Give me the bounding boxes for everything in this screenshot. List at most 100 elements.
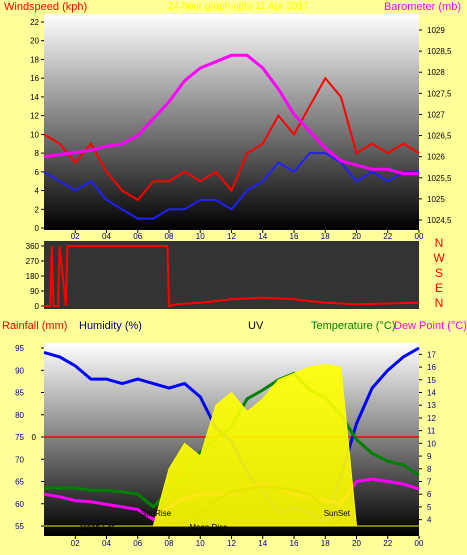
x-tick-label-bottom: 16 bbox=[290, 539, 299, 548]
baro-tick-label: 1024,5 bbox=[427, 216, 452, 225]
x-tick-label-bottom: 22 bbox=[383, 539, 392, 548]
temp-tick-label: 16 bbox=[427, 363, 436, 372]
wind-tick-label: 18 bbox=[30, 55, 39, 64]
wind-panel-bg bbox=[44, 14, 419, 230]
rainfall-axis-title: Rainfall (mm) bbox=[2, 320, 68, 332]
x-tick-label-bottom: 04 bbox=[102, 539, 111, 548]
temp-tick-label: 4 bbox=[427, 516, 432, 525]
x-tick-label-bottom: 06 bbox=[133, 539, 142, 548]
humidity-tick-label: 75 bbox=[15, 433, 24, 442]
temp-tick-label: 12 bbox=[427, 414, 436, 423]
baro-tick-label: 1028,5 bbox=[427, 47, 452, 56]
temp-tick-label: 10 bbox=[427, 439, 436, 448]
x-tick-label-bottom: 02 bbox=[71, 539, 80, 548]
wind-tick-label: 20 bbox=[30, 37, 39, 46]
compass-n-bottom: N bbox=[434, 296, 444, 310]
humidity-tick-label: 90 bbox=[15, 366, 24, 375]
x-tick-label: 16 bbox=[290, 232, 299, 241]
moon-set-label: Moon Set bbox=[80, 523, 115, 532]
compass-labels: N W S E N bbox=[432, 236, 446, 311]
x-tick-label-bottom: 08 bbox=[165, 539, 174, 548]
uv-area bbox=[44, 363, 419, 527]
x-tick-label-bottom: 20 bbox=[352, 539, 361, 548]
baro-tick-label: 1026 bbox=[427, 153, 445, 162]
humidity-tick-label: 85 bbox=[15, 389, 24, 398]
dir-tick-label: 180 bbox=[26, 272, 40, 281]
humidity-tick-label: 65 bbox=[15, 478, 24, 487]
x-tick-label: 20 bbox=[352, 232, 361, 241]
baro-tick-label: 1025 bbox=[427, 195, 445, 204]
baro-tick-label: 1028 bbox=[427, 68, 445, 77]
dewpoint-axis-title: Dew Point (°C) bbox=[394, 320, 467, 332]
chart-title: 24 hour graph upto 11 Apr 2017 bbox=[168, 1, 309, 12]
humidity-tick-label: 70 bbox=[15, 455, 24, 464]
humidity-tick-label: 80 bbox=[15, 411, 24, 420]
x-tick-label: 08 bbox=[165, 232, 174, 241]
wind-series-line-1 bbox=[43, 152, 419, 220]
wind-tick-label: 4 bbox=[35, 187, 40, 196]
dir-tick-label: 360 bbox=[26, 242, 40, 251]
dir-tick-label: 90 bbox=[30, 287, 39, 296]
x-tick-label: 22 bbox=[383, 232, 392, 241]
x-tick-label: 12 bbox=[227, 232, 236, 241]
temp-tick-label: 6 bbox=[427, 490, 432, 499]
temp-tick-label: 5 bbox=[427, 503, 432, 512]
humidity-tick-label: 60 bbox=[15, 500, 24, 509]
uv-axis-title: UV bbox=[248, 320, 264, 332]
x-tick-label-bottom: 12 bbox=[227, 539, 236, 548]
baro-tick-label: 1027 bbox=[427, 110, 445, 119]
wind-tick-label: 10 bbox=[30, 130, 39, 139]
temp-tick-label: 9 bbox=[427, 452, 432, 461]
temp-tick-label: 8 bbox=[427, 465, 432, 474]
temp-tick-label: 14 bbox=[427, 389, 436, 398]
wind-tick-label: 8 bbox=[35, 149, 40, 158]
baro-tick-label: 1025,5 bbox=[427, 174, 452, 183]
temp-tick-label: 15 bbox=[427, 376, 436, 385]
x-tick-label: 18 bbox=[321, 232, 330, 241]
x-tick-label: 04 bbox=[102, 232, 111, 241]
x-tick-label-bottom: 14 bbox=[258, 539, 267, 548]
dir-tick-label: 0 bbox=[35, 302, 40, 311]
wind-tick-label: 16 bbox=[30, 74, 39, 83]
temp-tick-label: 7 bbox=[427, 478, 432, 487]
compass-s: S bbox=[434, 266, 443, 280]
x-tick-label: 10 bbox=[196, 232, 205, 241]
rain-zero-label: 0 bbox=[32, 433, 37, 442]
x-tick-label: 06 bbox=[133, 232, 142, 241]
baro-tick-label: 1026,5 bbox=[427, 132, 452, 141]
x-tick-label: 14 bbox=[258, 232, 267, 241]
x-tick-label-bottom: 10 bbox=[196, 539, 205, 548]
humidity-axis-title: Humidity (%) bbox=[79, 320, 142, 332]
direction-series-line bbox=[44, 245, 420, 308]
humidity-tick-label: 95 bbox=[15, 344, 24, 353]
temp-tick-label: 17 bbox=[427, 350, 436, 359]
temp-tick-label: 13 bbox=[427, 401, 436, 410]
wind-tick-label: 14 bbox=[30, 93, 39, 102]
sunset-label: SunSet bbox=[324, 509, 351, 518]
wind-series-line-2 bbox=[43, 53, 419, 176]
dir-tick-label: 270 bbox=[26, 257, 40, 266]
compass-w: W bbox=[433, 251, 445, 265]
x-tick-label: 02 bbox=[71, 232, 80, 241]
wind-tick-label: 12 bbox=[30, 112, 39, 121]
moon-rise-label: Moon Rise bbox=[189, 523, 228, 532]
baro-tick-label: 1027,5 bbox=[427, 89, 452, 98]
x-tick-label-bottom: 18 bbox=[321, 539, 330, 548]
x-tick-label: 00 bbox=[415, 232, 424, 241]
compass-n-top: N bbox=[434, 236, 444, 250]
sunrise-label: SunRise bbox=[141, 509, 172, 518]
windspeed-axis-title: Windspeed (kph) bbox=[4, 1, 88, 13]
temp-tick-label: 11 bbox=[427, 427, 436, 436]
temperature-axis-title: Temperature (°C) bbox=[311, 320, 396, 332]
wind-series-line-0 bbox=[43, 76, 420, 202]
x-tick-label-bottom: 00 bbox=[415, 539, 424, 548]
wind-tick-label: 2 bbox=[35, 205, 40, 214]
barometer-axis-title: Barometer (mb) bbox=[383, 1, 461, 13]
baro-tick-label: 1029 bbox=[427, 26, 445, 35]
compass-e: E bbox=[434, 281, 443, 295]
humidity-tick-label: 55 bbox=[15, 522, 24, 531]
wind-tick-label: 6 bbox=[35, 168, 40, 177]
wind-tick-label: 22 bbox=[30, 18, 39, 27]
